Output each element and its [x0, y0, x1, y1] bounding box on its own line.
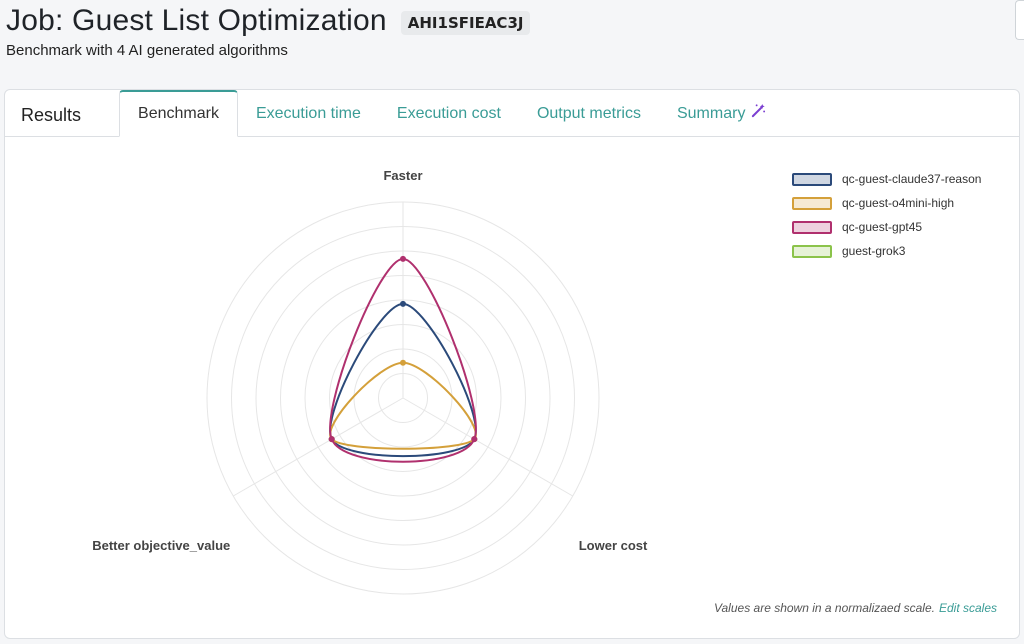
- tab-summary[interactable]: Summary: [659, 91, 784, 136]
- series-point: [400, 255, 406, 262]
- legend-label: guest-grok3: [842, 244, 906, 258]
- legend-label: qc-guest-gpt45: [842, 220, 923, 234]
- results-heading: Results: [21, 105, 82, 125]
- page-subtitle: Benchmark with 4 AI generated algorithms: [6, 42, 288, 59]
- legend-item[interactable]: qc-guest-claude37-reason: [792, 167, 981, 191]
- legend-item[interactable]: qc-guest-o4mini-high: [792, 191, 981, 215]
- axis-label: Better objective_value: [92, 538, 230, 553]
- series-point: [400, 359, 406, 366]
- legend-swatch: [792, 172, 832, 186]
- results-card: Results Benchmark Execution time Executi…: [4, 89, 1020, 639]
- series-line: [329, 361, 477, 450]
- tab-output-metrics[interactable]: Output metrics: [536, 105, 641, 122]
- series-line: [329, 257, 477, 463]
- chart-footnote: Values are shown in a normalizaed scale.…: [714, 601, 997, 615]
- tab-bar: Results Benchmark Execution time Executi…: [5, 90, 1019, 137]
- tab-benchmark[interactable]: Benchmark: [119, 90, 238, 137]
- tab-summary-label: Summary: [676, 105, 746, 122]
- series-point: [328, 436, 335, 443]
- legend-label: qc-guest-claude37-reason: [842, 172, 982, 186]
- axis-label: Faster: [383, 168, 422, 183]
- series-line: [329, 302, 477, 458]
- legend-swatch: [792, 244, 832, 258]
- axis-line: [402, 397, 573, 497]
- footnote-text: Values are shown in a normalizaed scale.: [713, 601, 935, 615]
- legend-item[interactable]: qc-guest-gpt45: [792, 215, 981, 239]
- axis-line: [233, 397, 404, 497]
- tab-execution-cost[interactable]: Execution cost: [396, 105, 501, 122]
- chart-legend: qc-guest-claude37-reason qc-guest-o4mini-…: [792, 167, 981, 263]
- page-title: Job: Guest List Optimization: [6, 4, 387, 37]
- header-action-button[interactable]: [1015, 0, 1024, 40]
- legend-label: qc-guest-o4mini-high: [842, 196, 955, 210]
- job-id-badge: AHI1SFIEAC3J: [400, 11, 531, 35]
- radar-chart: Faster Lower cost Better objective_value: [92, 168, 648, 595]
- axis-label: Lower cost: [579, 538, 648, 553]
- legend-swatch: [792, 220, 832, 234]
- series-point: [471, 436, 478, 443]
- benchmark-chart: Faster Lower cost Better objective_value q…: [5, 136, 1019, 638]
- page-header: Job: Guest List Optimization AHI1SFIEAC3…: [6, 4, 1024, 84]
- edit-scales-link[interactable]: Edit scales: [938, 601, 997, 615]
- magic-wand-icon: [751, 91, 766, 136]
- legend-swatch: [792, 196, 832, 210]
- tab-execution-time[interactable]: Execution time: [255, 105, 361, 122]
- legend-item[interactable]: guest-grok3: [792, 239, 981, 263]
- series-point: [400, 300, 406, 307]
